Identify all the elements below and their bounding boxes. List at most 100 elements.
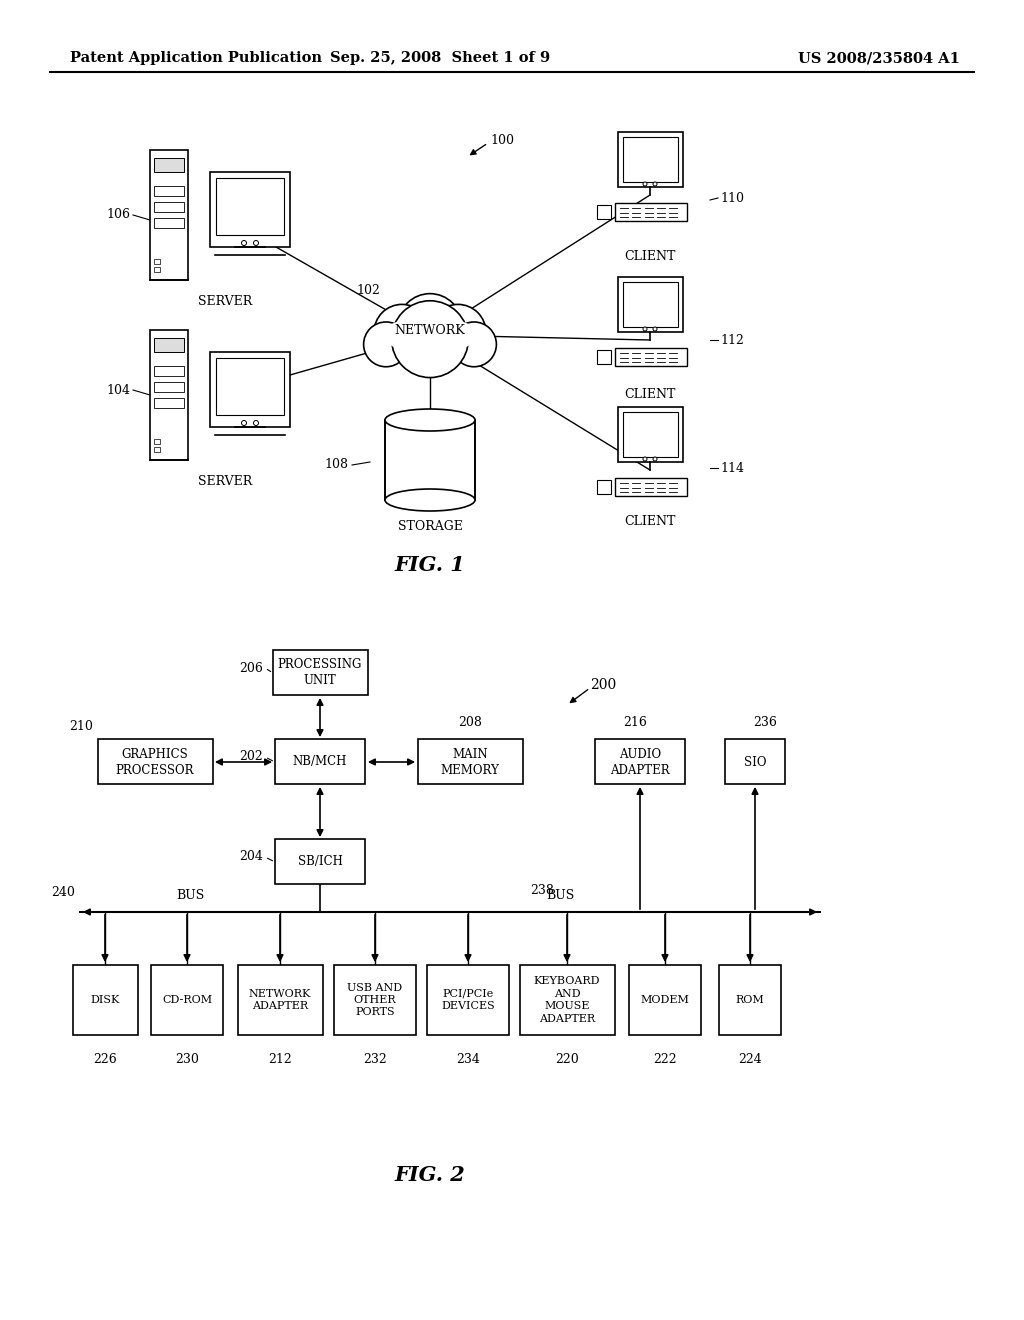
FancyBboxPatch shape: [154, 202, 184, 213]
Text: MODEM: MODEM: [641, 995, 689, 1005]
FancyBboxPatch shape: [595, 739, 685, 784]
Text: Sep. 25, 2008  Sheet 1 of 9: Sep. 25, 2008 Sheet 1 of 9: [330, 51, 550, 65]
FancyBboxPatch shape: [150, 150, 188, 280]
Text: SERVER: SERVER: [198, 475, 252, 488]
Circle shape: [374, 305, 430, 360]
FancyBboxPatch shape: [154, 399, 184, 408]
Ellipse shape: [385, 409, 475, 432]
Text: 100: 100: [490, 133, 514, 147]
Text: CLIENT: CLIENT: [625, 388, 676, 401]
Text: SERVER: SERVER: [198, 294, 252, 308]
Circle shape: [254, 421, 258, 425]
Text: 200: 200: [590, 678, 616, 692]
Circle shape: [653, 457, 657, 461]
FancyBboxPatch shape: [210, 172, 290, 247]
FancyBboxPatch shape: [629, 965, 701, 1035]
Ellipse shape: [382, 317, 478, 354]
Text: 208: 208: [458, 715, 482, 729]
Text: NETWORK: NETWORK: [394, 323, 465, 337]
FancyBboxPatch shape: [623, 282, 678, 327]
FancyBboxPatch shape: [273, 649, 368, 696]
Ellipse shape: [385, 488, 475, 511]
Circle shape: [653, 182, 657, 186]
Text: 230: 230: [175, 1053, 199, 1067]
Text: 236: 236: [753, 715, 777, 729]
Text: AUDIO
ADAPTER: AUDIO ADAPTER: [610, 747, 670, 776]
FancyBboxPatch shape: [385, 420, 475, 500]
FancyBboxPatch shape: [618, 407, 683, 462]
Text: 112: 112: [720, 334, 743, 346]
Text: 222: 222: [653, 1053, 677, 1067]
Ellipse shape: [370, 306, 490, 363]
Text: NETWORK
ADAPTER: NETWORK ADAPTER: [249, 989, 311, 1011]
FancyBboxPatch shape: [154, 267, 160, 272]
FancyBboxPatch shape: [275, 840, 365, 884]
FancyBboxPatch shape: [154, 447, 160, 451]
Text: USB AND
OTHER
PORTS: USB AND OTHER PORTS: [347, 982, 402, 1018]
Circle shape: [391, 301, 468, 378]
Text: FIG. 1: FIG. 1: [394, 554, 465, 576]
Text: 204: 204: [240, 850, 263, 863]
Text: 104: 104: [106, 384, 130, 396]
Circle shape: [452, 322, 497, 367]
Text: Patent Application Publication: Patent Application Publication: [70, 51, 322, 65]
FancyBboxPatch shape: [597, 205, 611, 219]
FancyBboxPatch shape: [520, 965, 615, 1035]
Text: SB/ICH: SB/ICH: [298, 855, 342, 869]
Text: CLIENT: CLIENT: [625, 515, 676, 528]
Text: 226: 226: [93, 1053, 117, 1067]
Text: 210: 210: [70, 721, 93, 734]
Circle shape: [254, 240, 258, 246]
Text: 110: 110: [720, 191, 744, 205]
FancyBboxPatch shape: [216, 358, 284, 414]
FancyBboxPatch shape: [618, 132, 683, 187]
Text: BUS: BUS: [176, 888, 204, 902]
Text: 216: 216: [623, 715, 647, 729]
FancyBboxPatch shape: [618, 277, 683, 333]
Text: KEYBOARD
AND
MOUSE
ADAPTER: KEYBOARD AND MOUSE ADAPTER: [534, 977, 600, 1023]
FancyBboxPatch shape: [154, 366, 184, 376]
Text: CD-ROM: CD-ROM: [162, 995, 212, 1005]
FancyBboxPatch shape: [150, 330, 188, 459]
Text: 232: 232: [364, 1053, 387, 1067]
FancyBboxPatch shape: [154, 186, 184, 195]
FancyBboxPatch shape: [623, 412, 678, 457]
FancyBboxPatch shape: [597, 480, 611, 494]
Text: 202: 202: [240, 751, 263, 763]
FancyBboxPatch shape: [623, 137, 678, 182]
Text: BUS: BUS: [546, 888, 574, 902]
Text: STORAGE: STORAGE: [397, 520, 463, 533]
Text: 206: 206: [240, 661, 263, 675]
Circle shape: [643, 327, 647, 331]
FancyBboxPatch shape: [98, 739, 213, 784]
Text: 108: 108: [324, 458, 348, 471]
Text: 224: 224: [738, 1053, 762, 1067]
Circle shape: [643, 457, 647, 461]
Text: 240: 240: [51, 886, 75, 899]
Text: 220: 220: [555, 1053, 579, 1067]
Circle shape: [643, 182, 647, 186]
Text: US 2008/235804 A1: US 2008/235804 A1: [798, 51, 961, 65]
FancyBboxPatch shape: [210, 352, 290, 426]
FancyBboxPatch shape: [725, 739, 785, 784]
FancyBboxPatch shape: [615, 203, 686, 220]
Text: PCI/PCIe
DEVICES: PCI/PCIe DEVICES: [441, 989, 495, 1011]
FancyBboxPatch shape: [154, 259, 160, 264]
Text: DISK: DISK: [90, 995, 120, 1005]
FancyBboxPatch shape: [216, 178, 284, 235]
FancyBboxPatch shape: [238, 965, 323, 1035]
Text: GRAPHICS
PROCESSOR: GRAPHICS PROCESSOR: [116, 747, 195, 776]
FancyBboxPatch shape: [73, 965, 138, 1035]
Text: ROM: ROM: [735, 995, 764, 1005]
Text: 234: 234: [456, 1053, 480, 1067]
Text: SIO: SIO: [743, 755, 766, 768]
FancyBboxPatch shape: [154, 158, 184, 172]
FancyBboxPatch shape: [427, 965, 509, 1035]
Circle shape: [242, 240, 247, 246]
FancyBboxPatch shape: [154, 338, 184, 352]
Text: 106: 106: [106, 209, 130, 222]
FancyBboxPatch shape: [151, 965, 223, 1035]
FancyBboxPatch shape: [334, 965, 416, 1035]
Text: 102: 102: [356, 284, 380, 297]
Text: 212: 212: [268, 1053, 292, 1067]
